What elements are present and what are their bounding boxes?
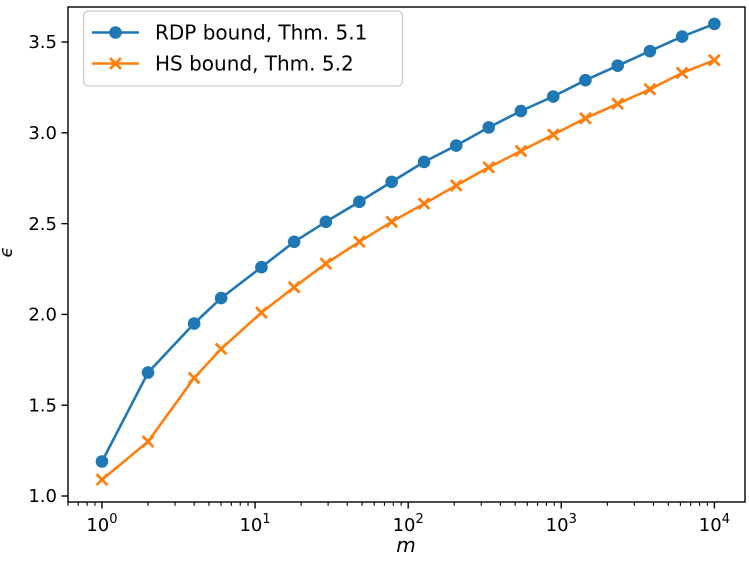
legend-marker [109, 26, 122, 39]
plot-border [67, 6, 746, 503]
x-tick-label: 104 [699, 512, 730, 536]
data-point-marker [708, 17, 721, 31]
data-point-marker [449, 179, 463, 192]
data-point-marker [95, 473, 109, 487]
series-line [100, 22, 715, 463]
series-line [101, 58, 715, 481]
data-point-marker [287, 280, 301, 294]
legend-marker [109, 57, 122, 70]
y-tick-label: 3.5 [28, 32, 57, 53]
data-point-marker [187, 317, 201, 330]
data-point-marker [187, 371, 201, 385]
legend-label: HS bound, Thm. 5.2 [155, 52, 354, 76]
x-tick-label: 102 [393, 512, 424, 536]
legend-label: RDP bound, Thm. 5.1 [155, 21, 367, 45]
data-point-marker [482, 121, 496, 134]
series-rdp [95, 17, 721, 468]
data-point-marker [352, 235, 366, 249]
plot-area: 100 101 102 103 104 1.0 1.5 2.0 2.5 3.0 3.5 RDP bou… [28, 6, 746, 536]
x-tick-label: 103 [546, 512, 577, 536]
y-tick-label: 1.5 [28, 395, 57, 416]
x-tick-label: 100 [86, 512, 117, 536]
data-point-marker [482, 160, 496, 174]
data-point-marker [255, 306, 268, 319]
legend-box [82, 10, 404, 87]
data-point-marker [546, 128, 560, 142]
data-point-marker [675, 66, 689, 80]
data-point-marker [95, 455, 109, 468]
data-point-marker [319, 257, 333, 270]
data-point-marker [514, 104, 528, 118]
data-point-marker [417, 197, 431, 211]
data-point-marker [579, 73, 592, 87]
data-point-marker [611, 59, 624, 72]
data-point-marker [643, 44, 657, 58]
data-point-marker [514, 144, 528, 158]
data-point-marker [214, 342, 228, 356]
y-tick-label: 3.0 [28, 123, 57, 144]
data-point-marker [611, 97, 625, 111]
data-point-marker [353, 195, 366, 209]
legend-entry: HS bound, Thm. 5.2 [92, 52, 354, 76]
data-point-marker [449, 139, 463, 152]
data-point-marker [385, 215, 399, 229]
y-tick-label: 1.0 [28, 486, 57, 507]
data-point-marker [287, 235, 301, 249]
y-axis: 1.0 1.5 2.0 2.5 3.0 3.5 [28, 32, 68, 507]
data-point-marker [643, 82, 657, 96]
data-point-marker [385, 175, 398, 189]
legend-entry: RDP bound, Thm. 5.1 [92, 21, 367, 45]
data-point-marker [214, 291, 228, 305]
data-point-marker [707, 53, 721, 67]
data-point-marker [675, 30, 689, 43]
data-point-marker [255, 260, 268, 274]
data-point-marker [141, 435, 155, 448]
x-tick-label: 101 [239, 512, 270, 536]
data-point-marker [141, 366, 155, 379]
y-tick-label: 2.0 [28, 305, 57, 326]
data-point-marker [546, 90, 560, 103]
legend: RDP bound, Thm. 5.1 HS bound, Thm. 5.2 [82, 10, 404, 87]
y-tick-label: 2.5 [28, 214, 57, 235]
x-axis: 100 101 102 103 104 [67, 502, 730, 536]
series-hs [95, 53, 721, 487]
y-axis-label: ϵ [0, 246, 17, 257]
data-point-marker [579, 111, 592, 125]
x-axis-label: m [396, 533, 415, 557]
data-point-marker [319, 215, 333, 229]
data-point-marker [417, 155, 431, 169]
